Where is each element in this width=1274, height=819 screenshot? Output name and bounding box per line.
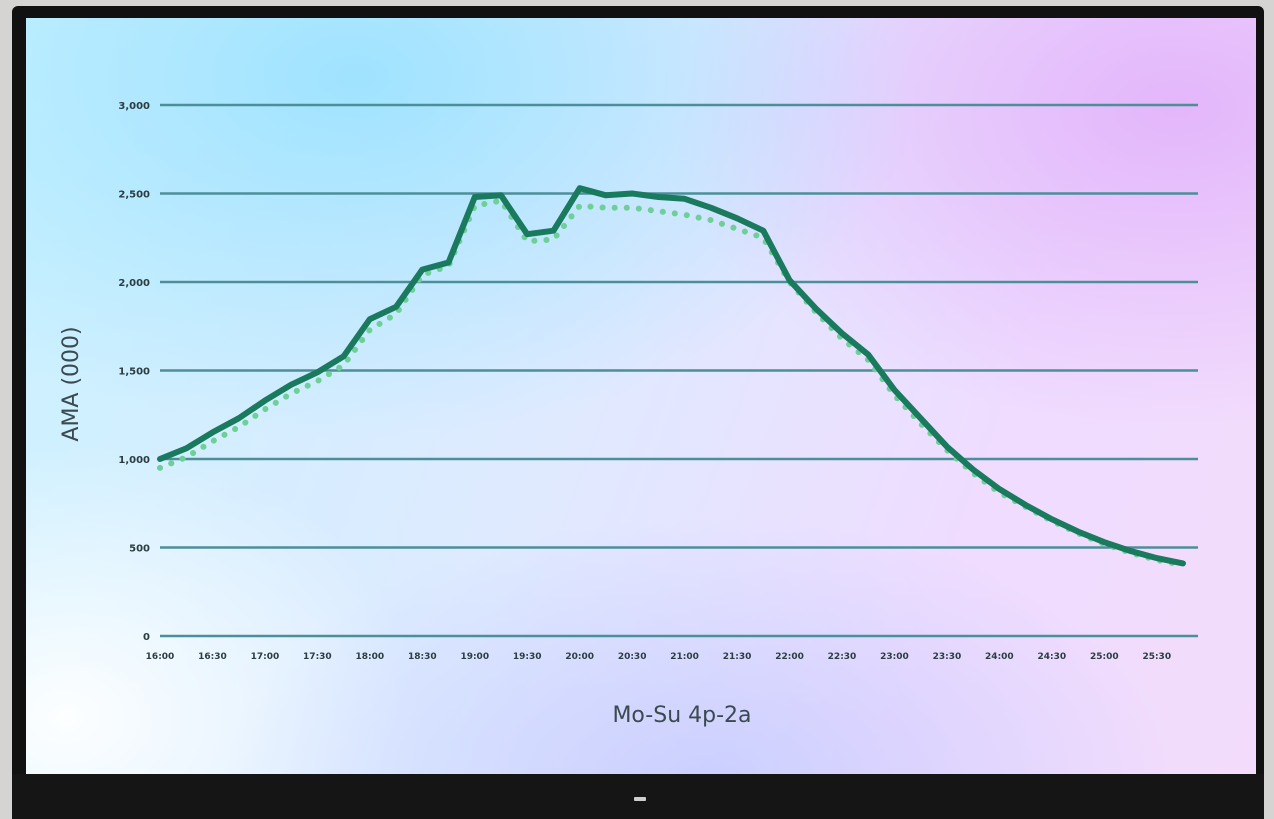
x-tick-label: 21:30: [723, 652, 752, 662]
y-tick-label: 3,000: [118, 101, 150, 112]
x-tick-label: 20:30: [618, 652, 647, 662]
y-tick-label: 2,500: [118, 190, 150, 201]
x-tick-label: 16:00: [146, 652, 175, 662]
y-tick-label: 2,000: [118, 278, 150, 289]
x-tick-label: 18:30: [408, 652, 437, 662]
x-axis-title: Mo-Su 4p-2a: [612, 703, 751, 728]
x-tick-label: 17:00: [251, 652, 280, 662]
x-tick-label: 25:00: [1090, 652, 1119, 662]
x-tick-label: 24:30: [1038, 652, 1067, 662]
x-tick-label: 23:00: [880, 652, 909, 662]
y-tick-label: 500: [129, 544, 150, 555]
x-tick-label: 17:30: [303, 652, 332, 662]
line-chart: 0 500 1,000 1,500 2,000 2,500 3,000 16:00 16:30…: [59, 101, 1198, 728]
y-axis-ticks: 0 500 1,000 1,500 2,000 2,500 3,000: [118, 101, 150, 643]
series-line-solid: [157, 185, 1186, 567]
series-group: [157, 185, 1186, 569]
chart-screen: 0 500 1,000 1,500 2,000 2,500 3,000 16:00 16:30…: [26, 18, 1256, 774]
x-tick-label: 24:00: [985, 652, 1014, 662]
y-tick-label: 1,000: [118, 455, 150, 466]
x-tick-label: 22:00: [775, 652, 804, 662]
brand-logo: [634, 797, 646, 801]
x-tick-label: 18:00: [356, 652, 385, 662]
x-tick-label: 21:00: [670, 652, 699, 662]
y-tick-label: 0: [143, 632, 150, 643]
x-tick-label: 16:30: [198, 652, 227, 662]
x-tick-label: 25:30: [1142, 652, 1171, 662]
x-axis-ticks: 16:00 16:30 17:00 17:30 18:00 18:30 19:00 19:30…: [146, 652, 1171, 662]
y-axis-title: AMA (000): [59, 326, 84, 441]
x-tick-label: 19:00: [460, 652, 489, 662]
monitor-bottom-bar: [12, 774, 1264, 819]
x-tick-label: 23:30: [933, 652, 962, 662]
x-tick-label: 22:30: [828, 652, 857, 662]
x-tick-label: 19:30: [513, 652, 542, 662]
grid-lines: [160, 103, 1198, 638]
x-tick-label: 20:00: [565, 652, 594, 662]
y-tick-label: 1,500: [118, 367, 150, 378]
